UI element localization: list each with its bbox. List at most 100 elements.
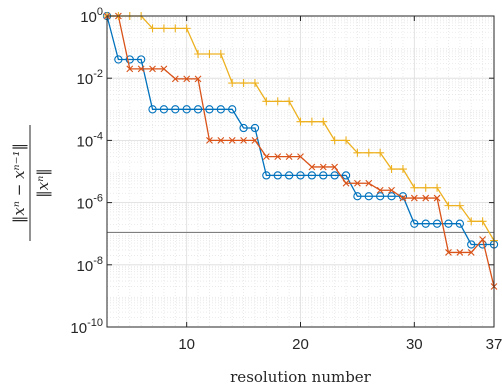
data-point bbox=[216, 49, 225, 58]
data-point bbox=[353, 148, 362, 157]
data-point bbox=[331, 163, 339, 171]
data-point bbox=[193, 105, 203, 114]
data-point bbox=[342, 179, 350, 187]
y-tick-label: 10-10 bbox=[70, 317, 103, 337]
x-tick-label: 20 bbox=[292, 336, 309, 353]
data-point bbox=[273, 97, 282, 106]
data-point bbox=[194, 49, 203, 58]
data-point bbox=[319, 171, 328, 180]
data-point bbox=[182, 105, 191, 114]
data-point bbox=[125, 55, 134, 64]
data-point bbox=[421, 219, 430, 228]
data-point bbox=[478, 217, 487, 226]
data-point bbox=[410, 219, 419, 228]
data-point bbox=[262, 171, 271, 180]
data-point bbox=[376, 148, 385, 157]
data-point bbox=[239, 79, 248, 88]
data-point bbox=[149, 65, 156, 73]
data-point bbox=[410, 183, 419, 192]
data-point bbox=[250, 79, 259, 88]
y-axis-label-denominator: ‖xⁿ‖ bbox=[34, 168, 52, 198]
data-point bbox=[217, 137, 225, 144]
series-2 bbox=[103, 12, 498, 290]
data-point bbox=[421, 183, 430, 192]
data-point bbox=[206, 137, 213, 144]
data-point bbox=[445, 249, 452, 256]
data-point bbox=[319, 117, 328, 126]
data-point bbox=[410, 194, 418, 202]
data-point bbox=[285, 153, 293, 161]
data-point bbox=[432, 219, 442, 228]
data-point bbox=[137, 65, 145, 73]
tick-layer: 10-10 10-8 10-6 10-4 10-2 100 10 20 30 37 bbox=[70, 6, 502, 353]
data-point bbox=[433, 183, 442, 192]
data-point bbox=[467, 240, 476, 249]
data-point bbox=[479, 236, 487, 243]
data-point bbox=[228, 79, 237, 88]
data-point bbox=[297, 153, 304, 161]
data-point bbox=[182, 24, 191, 33]
data-point bbox=[456, 249, 464, 256]
data-point bbox=[274, 153, 282, 161]
data-point bbox=[262, 153, 270, 161]
data-point bbox=[398, 165, 407, 174]
x-tick-label: 10 bbox=[178, 336, 195, 353]
data-point bbox=[365, 179, 373, 187]
data-point bbox=[387, 165, 396, 174]
x-tick-label: 37 bbox=[486, 336, 502, 353]
data-point bbox=[240, 137, 247, 144]
data-point bbox=[251, 137, 259, 144]
data-point bbox=[388, 186, 395, 194]
data-point bbox=[262, 97, 271, 106]
data-point bbox=[387, 192, 396, 201]
data-point bbox=[467, 217, 476, 226]
y-tick-label: 10-4 bbox=[77, 130, 103, 150]
data-point bbox=[285, 97, 294, 106]
data-point bbox=[319, 163, 327, 171]
data-point bbox=[433, 194, 441, 202]
data-point bbox=[159, 24, 168, 33]
data-point bbox=[160, 65, 168, 73]
data-point bbox=[159, 105, 169, 114]
data-point bbox=[171, 24, 180, 33]
data-point bbox=[216, 105, 225, 114]
data-point bbox=[148, 105, 157, 114]
data-point bbox=[399, 194, 407, 202]
data-point bbox=[239, 123, 248, 133]
data-point bbox=[126, 65, 134, 73]
data-point bbox=[296, 117, 305, 126]
y-tick-label: 10-8 bbox=[77, 255, 103, 275]
y-axis-label-numerator: ‖xⁿ − xⁿ⁻¹‖ bbox=[10, 143, 28, 223]
data-point bbox=[296, 171, 305, 180]
y-tick-label: 100 bbox=[80, 6, 103, 26]
y-tick-label: 10-6 bbox=[77, 193, 103, 213]
data-point bbox=[376, 186, 384, 194]
x-tick-label: 30 bbox=[406, 336, 423, 353]
data-point bbox=[183, 75, 191, 83]
data-point bbox=[467, 249, 475, 256]
data-point bbox=[341, 171, 351, 180]
data-point bbox=[114, 55, 123, 64]
data-point bbox=[308, 163, 316, 171]
data-point bbox=[171, 105, 180, 114]
data-point bbox=[205, 49, 214, 58]
x-axis-label: resolution number bbox=[230, 368, 372, 386]
data-point bbox=[353, 192, 362, 201]
data-point bbox=[228, 137, 236, 144]
data-point bbox=[364, 192, 373, 201]
y-tick-label: 10-2 bbox=[77, 68, 103, 88]
data-point bbox=[455, 219, 465, 228]
data-point bbox=[307, 117, 316, 126]
data-point bbox=[422, 194, 430, 202]
data-point bbox=[194, 75, 202, 83]
data-point bbox=[284, 171, 294, 180]
data-point bbox=[330, 171, 339, 180]
data-point bbox=[205, 105, 214, 114]
data-point bbox=[364, 148, 373, 157]
data-point bbox=[330, 136, 339, 145]
data-point bbox=[444, 201, 453, 210]
data-point bbox=[228, 105, 237, 114]
data-point bbox=[444, 219, 453, 228]
data-point bbox=[136, 55, 146, 64]
